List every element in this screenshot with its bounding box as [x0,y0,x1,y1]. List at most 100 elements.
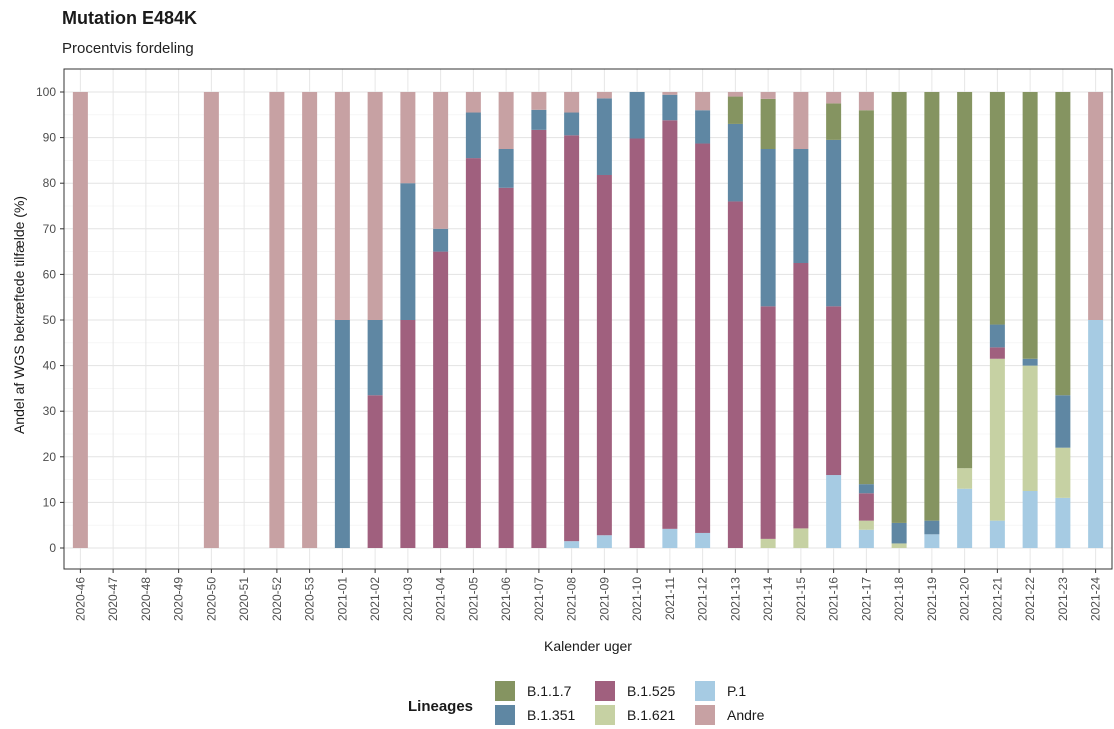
legend-label: P.1 [727,683,747,699]
bar-segment [400,183,416,320]
bar-segment [596,535,612,548]
bar-segment [596,92,612,99]
legend-swatch [695,681,715,701]
x-tick-label: 2020-48 [139,577,153,621]
panel-border [63,68,1113,570]
bar-segment [367,92,383,320]
bar-segment [924,520,940,535]
bar-segment [1088,320,1104,548]
bar-segment [891,522,907,544]
bar-segment [760,98,776,149]
bar-segment [924,534,940,548]
x-tick-label: 2021-09 [597,577,611,621]
bar-segment [1022,365,1038,491]
x-tick-label: 2021-06 [499,577,513,621]
bar-segment [269,92,285,548]
x-tick-label: 2021-02 [368,577,382,621]
x-tick-label: 2021-17 [859,577,873,621]
bar-segment [760,149,776,307]
bar-segment [334,92,350,320]
bar-segment [727,123,743,202]
x-tick-label: 2020-47 [106,577,120,621]
legend-item: B.1.1.7 [495,680,571,702]
bar-segment [1022,92,1038,359]
bar-segment [793,263,809,529]
x-tick-label: 2021-10 [630,577,644,621]
legend-item: P.1 [695,680,746,702]
x-tick-label: 2021-14 [761,577,775,621]
legend-item: B.1.525 [595,680,675,702]
x-tick-label: 2020-49 [172,577,186,621]
bar-segment [1055,447,1071,498]
bar-segment [989,92,1005,325]
y-tick-label: 60 [43,267,57,281]
y-tick-label: 50 [43,313,57,327]
chart-subtitle: Procentvis fordeling [62,40,194,57]
axis-layer: 0 10 20 30 40 50 60 70 80 90 100 2020-46 2020-47 2020… [36,85,1103,621]
bar-segment [465,92,481,113]
bar-segment [989,347,1005,359]
legend-swatch [695,705,715,725]
bar-segment [1055,92,1071,396]
bar-segment [826,139,842,307]
bar-segment [1022,491,1038,548]
y-tick-label: 40 [43,359,57,373]
legend-label: B.1.525 [627,683,676,699]
bar-segment [498,92,514,149]
x-tick-label: 2020-53 [303,577,317,621]
legend-item: B.1.621 [595,704,675,726]
x-tick-label: 2021-08 [565,577,579,621]
bar-segment [695,110,711,144]
y-tick-label: 90 [43,131,57,145]
bar-segment [858,529,874,548]
bar-segment [629,138,645,548]
bar-segment [564,92,580,113]
bar-segment [793,149,809,263]
bars-layer [72,92,1104,548]
bar-segment [695,92,711,111]
bar-segment [957,488,973,548]
bar-segment [727,92,743,97]
legend-label: B.1.351 [527,707,576,723]
bar-segment [334,320,350,548]
x-tick-label: 2021-04 [434,577,448,621]
bar-segment [957,92,973,469]
x-tick-label: 2021-20 [958,577,972,621]
y-axis-title: Andel af WGS bekræftede tilfælde (%) [11,196,27,434]
bar-segment [760,306,776,539]
x-axis-title: Kalender uger [544,638,632,654]
bar-segment [498,187,514,548]
x-tick-label: 2021-13 [728,577,742,621]
bar-segment [465,112,481,159]
x-tick-label: 2021-11 [663,577,677,620]
legend-swatch [595,681,615,701]
bar-segment [367,395,383,548]
bar-segment [793,92,809,149]
bar-segment [891,543,907,548]
bar-segment [826,92,842,104]
x-tick-label: 2020-51 [237,577,251,621]
legend-label: B.1.621 [627,707,676,723]
bar-segment [1055,497,1071,548]
bar-segment [826,103,842,140]
x-tick-label: 2021-15 [794,577,808,621]
bar-segment [989,520,1005,548]
y-tick-label: 0 [49,541,56,555]
grid-layer [64,69,1112,569]
bar-segment [989,324,1005,348]
bar-segment [1022,358,1038,366]
bar-segment [760,538,776,548]
bar-segment [727,96,743,124]
plot-panel [64,69,1112,569]
bar-segment [433,92,449,229]
x-tick-label: 2021-16 [827,577,841,621]
x-tick-label: 2021-07 [532,577,546,621]
bar-segment [727,201,743,548]
legend-title: Lineages [408,698,474,715]
bar-segment [662,120,678,529]
bar-segment [302,92,318,548]
bar-segment [989,358,1005,521]
bar-segment [858,110,874,485]
bar-segment [662,92,678,95]
bar-segment [826,475,842,548]
